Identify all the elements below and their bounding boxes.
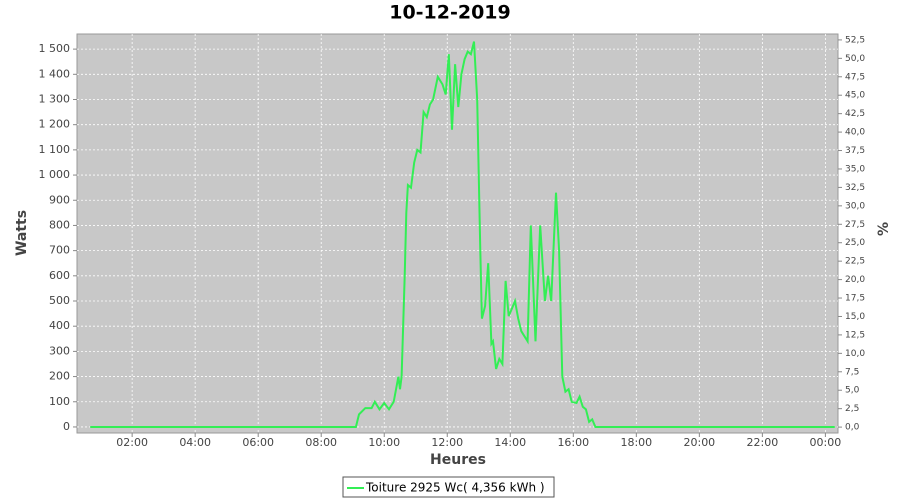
y-tick-label: 100: [49, 395, 70, 408]
x-tick-label: 04:00: [179, 436, 211, 449]
chart-title: 10-12-2019: [389, 2, 511, 24]
y-tick-label: 400: [49, 319, 70, 332]
legend: [342, 476, 555, 498]
y-tick-label: 0: [63, 420, 70, 433]
y-tick-label: 1 100: [39, 143, 71, 156]
x-tick-label: 12:00: [431, 436, 463, 449]
y2-tick-label: 42,5: [845, 109, 865, 119]
y2-tick-label: 25,0: [845, 238, 865, 248]
y2-tick-label: 32,5: [845, 183, 865, 193]
y2-tick-label: 50,0: [845, 54, 865, 64]
x-tick-label: 22:00: [747, 436, 779, 449]
y-axis-title: Watts: [14, 210, 30, 256]
y-tick-label: 1 200: [39, 118, 71, 131]
x-tick-label: 06:00: [242, 436, 274, 449]
y-tick-label: 800: [49, 218, 70, 231]
y2-tick-label: 37,5: [845, 146, 865, 156]
x-tick-label: 20:00: [683, 436, 715, 449]
y-tick-label: 200: [49, 370, 70, 383]
y2-tick-label: 27,5: [845, 220, 865, 230]
y-tick-label: 1 000: [39, 168, 71, 181]
y2-tick-label: 0,0: [845, 423, 860, 433]
y2-tick-label: 12,5: [845, 330, 865, 340]
y2-tick-label: 2,5: [845, 404, 859, 414]
x-tick-label: 10:00: [368, 436, 400, 449]
y-tick-label: 500: [49, 294, 70, 307]
y2-tick-label: 10,0: [845, 349, 865, 359]
y2-tick-label: 47,5: [845, 72, 865, 82]
x-tick-label: 14:00: [494, 436, 526, 449]
y2-tick-label: 20,0: [845, 275, 865, 285]
legend-label: Toiture 2925 Wc( 4,356 kWh ): [365, 481, 545, 495]
y-tick-label: 900: [49, 193, 70, 206]
y2-tick-label: 17,5: [845, 294, 865, 304]
y-tick-label: 700: [49, 244, 70, 257]
y2-tick-label: 30,0: [845, 201, 865, 211]
y2-tick-label: 22,5: [845, 257, 865, 267]
y2-tick-label: 7,5: [845, 367, 859, 377]
y2-tick-label: 5,0: [845, 386, 860, 396]
y2-tick-label: 15,0: [845, 312, 865, 322]
y2-tick-label: 52,5: [845, 35, 865, 45]
x-tick-label: 00:00: [810, 436, 842, 449]
y-tick-label: 600: [49, 269, 70, 282]
x-tick-label: 18:00: [620, 436, 652, 449]
x-tick-label: 16:00: [557, 436, 589, 449]
x-tick-label: 02:00: [116, 436, 148, 449]
y-tick-label: 1 400: [39, 67, 71, 80]
y-tick-label: 300: [49, 344, 70, 357]
series-line: [90, 41, 835, 428]
y2-tick-label: 35,0: [845, 164, 865, 174]
x-tick-label: 08:00: [305, 436, 337, 449]
y-tick-label: 1 500: [39, 42, 71, 55]
x-axis-title: Heures: [430, 452, 486, 468]
y2-tick-label: 40,0: [845, 128, 865, 138]
y2-axis-title: %: [876, 222, 892, 236]
y-tick-label: 1 300: [39, 92, 71, 105]
marks: [90, 41, 835, 428]
y2-tick-label: 45,0: [845, 91, 865, 101]
